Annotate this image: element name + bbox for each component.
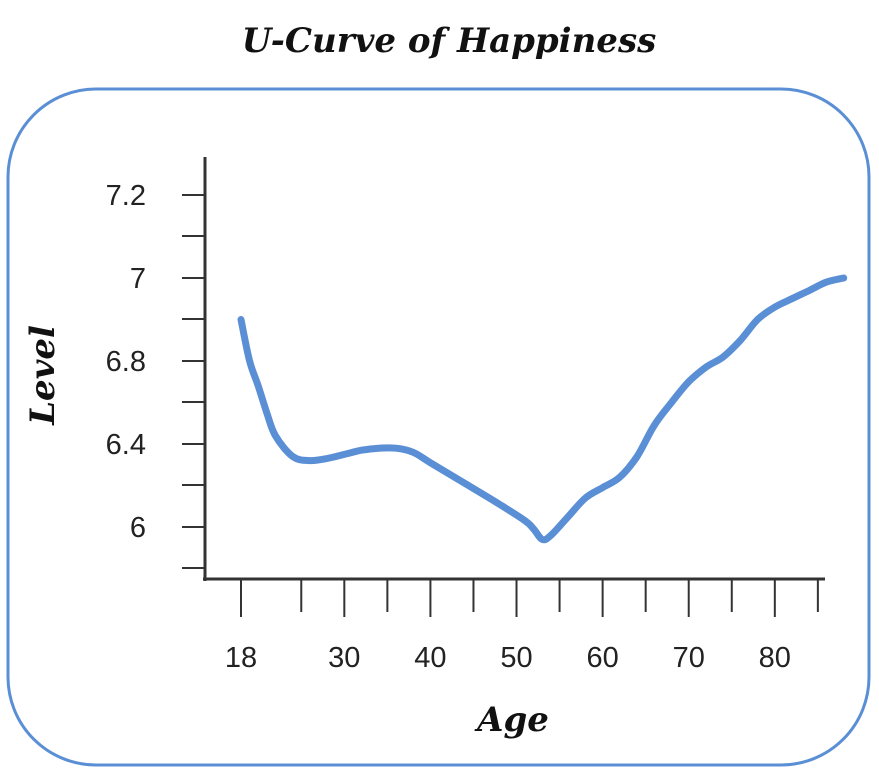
x-tick-label: 60 xyxy=(586,642,618,674)
series-line xyxy=(237,274,848,544)
y-tick-label: 7 xyxy=(130,263,146,295)
x-tick-label: 70 xyxy=(673,642,705,674)
x-axis-title: Age xyxy=(474,700,549,740)
x-tick-label: 80 xyxy=(759,642,791,674)
x-tick-label: 40 xyxy=(414,642,446,674)
x-axis-ticks: 18 30 40 50 60 70 80 xyxy=(225,579,819,674)
x-tick-label: 18 xyxy=(225,642,257,674)
y-tick-label: 6.8 xyxy=(106,346,146,378)
chart-frame xyxy=(6,87,871,767)
y-tick-label: 7.2 xyxy=(106,180,146,212)
y-axis-title: Level xyxy=(23,325,63,426)
y-axis-ticks: 6 6.4 6.8 7 7.2 xyxy=(106,180,205,569)
chart-title: U-Curve of Happiness xyxy=(242,21,656,61)
y-tick-label: 6 xyxy=(130,512,146,544)
y-tick-label: 6.4 xyxy=(106,429,146,461)
x-tick-label: 50 xyxy=(500,642,532,674)
x-tick-label: 30 xyxy=(328,642,360,674)
